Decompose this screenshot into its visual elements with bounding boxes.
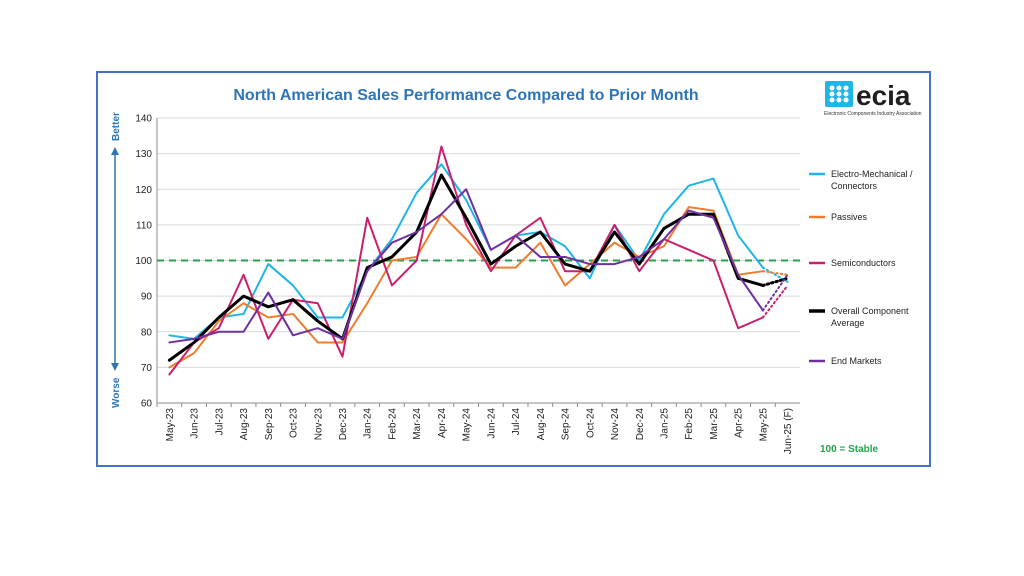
x-tick-label: Dec-23 — [338, 408, 349, 441]
y-tick-label: 100 — [135, 256, 152, 267]
better-label: Better — [111, 112, 122, 141]
series — [167, 145, 790, 376]
legend-label-line: End Markets — [831, 356, 882, 366]
legend-label: Semiconductors — [831, 258, 896, 268]
series-forecast-line — [761, 270, 789, 276]
logo-text: ecia — [856, 80, 911, 111]
legend-label-line: Average — [831, 318, 864, 328]
y-tick-label: 70 — [141, 363, 153, 374]
x-tick-label: Jun-25 (F) — [783, 408, 794, 454]
x-tick-label: Mar-24 — [412, 408, 423, 440]
x-tick-label: Apr-25 — [734, 408, 745, 438]
legend-label-line: Electro-Mechanical / — [831, 169, 913, 179]
x-tick-label: Dec-24 — [635, 408, 646, 441]
x-tick-label: Mar-25 — [709, 408, 720, 440]
legend-label: End Markets — [831, 356, 882, 366]
logo-mark-icon — [825, 81, 853, 107]
x-tick-label: May-23 — [165, 408, 176, 442]
x-tick-label: Feb-25 — [684, 408, 695, 440]
series-forecast-line — [761, 284, 789, 319]
y-tick-label: 140 — [135, 114, 152, 125]
x-tick-label: Jul-24 — [511, 408, 522, 436]
legend-label: Overall Component Average — [831, 306, 909, 328]
chart: North American Sales Performance Compare… — [111, 80, 922, 455]
stable-note: 100 = Stable — [820, 444, 879, 455]
x-tick-label: Feb-24 — [387, 408, 398, 440]
x-tick-label: May-25 — [758, 408, 769, 442]
legend-label-line: Semiconductors — [831, 258, 896, 268]
series-line — [168, 206, 764, 369]
x-tick-label: Oct-23 — [289, 408, 300, 438]
x-tick-label: Aug-24 — [536, 408, 547, 441]
x-tick-label: Jul-23 — [214, 408, 225, 436]
x-tick-label: Nov-24 — [610, 408, 621, 441]
ecia-logo: ecia Electronic Components Industry Asso… — [824, 80, 922, 117]
y-tick-label: 130 — [135, 149, 152, 160]
x-tick-label: Oct-24 — [585, 408, 596, 438]
y-tick-label: 110 — [136, 220, 152, 231]
y-tick-label: 90 — [141, 292, 153, 303]
series-3 — [167, 173, 790, 362]
series-line — [167, 173, 765, 362]
x-tick-label: Sep-23 — [264, 408, 275, 441]
series-1 — [168, 206, 789, 369]
better-worse-indicator: Better Worse — [111, 112, 122, 408]
x-tick-label: Sep-24 — [561, 408, 572, 441]
series-line — [168, 188, 764, 344]
logo-subtitle: Electronic Components Industry Associati… — [824, 111, 922, 117]
series-4 — [168, 188, 789, 344]
legend-label-line: Passives — [831, 212, 868, 222]
legend-label: Passives — [831, 212, 868, 222]
x-tick-label: Jan-25 — [659, 408, 670, 439]
x-axis: May-23 Jun-23 Jul-23 Aug-23 Sep-23 Oct-23 Nov-… — [156, 402, 800, 454]
series-forecast-line — [761, 273, 789, 312]
x-tick-label: Aug-23 — [239, 408, 250, 441]
legend-label-line: Overall Component — [831, 306, 909, 316]
y-tick-label: 60 — [141, 399, 153, 410]
x-tick-label: Jun-24 — [486, 408, 497, 439]
chart-title: North American Sales Performance Compare… — [233, 87, 698, 104]
legend-label-line: Connectors — [831, 181, 878, 191]
x-tick-label: Apr-24 — [437, 408, 448, 438]
y-tick-label: 120 — [135, 185, 152, 196]
x-tick-label: Jun-23 — [190, 408, 201, 439]
x-tick-label: May-24 — [462, 408, 473, 442]
series-line — [168, 163, 764, 340]
legend-label: Electro-Mechanical / Connectors — [831, 169, 913, 191]
x-tick-label: Jan-24 — [363, 408, 374, 439]
y-axis: 60 70 80 90 100 110 120 130 140 — [135, 114, 158, 410]
worse-label: Worse — [111, 377, 122, 408]
legend: Electro-Mechanical / Connectors Passives Se… — [809, 169, 913, 366]
y-tick-label: 80 — [141, 327, 153, 338]
x-tick-label: Nov-23 — [313, 408, 324, 441]
chart-frame: North American Sales Performance Compare… — [96, 71, 931, 467]
